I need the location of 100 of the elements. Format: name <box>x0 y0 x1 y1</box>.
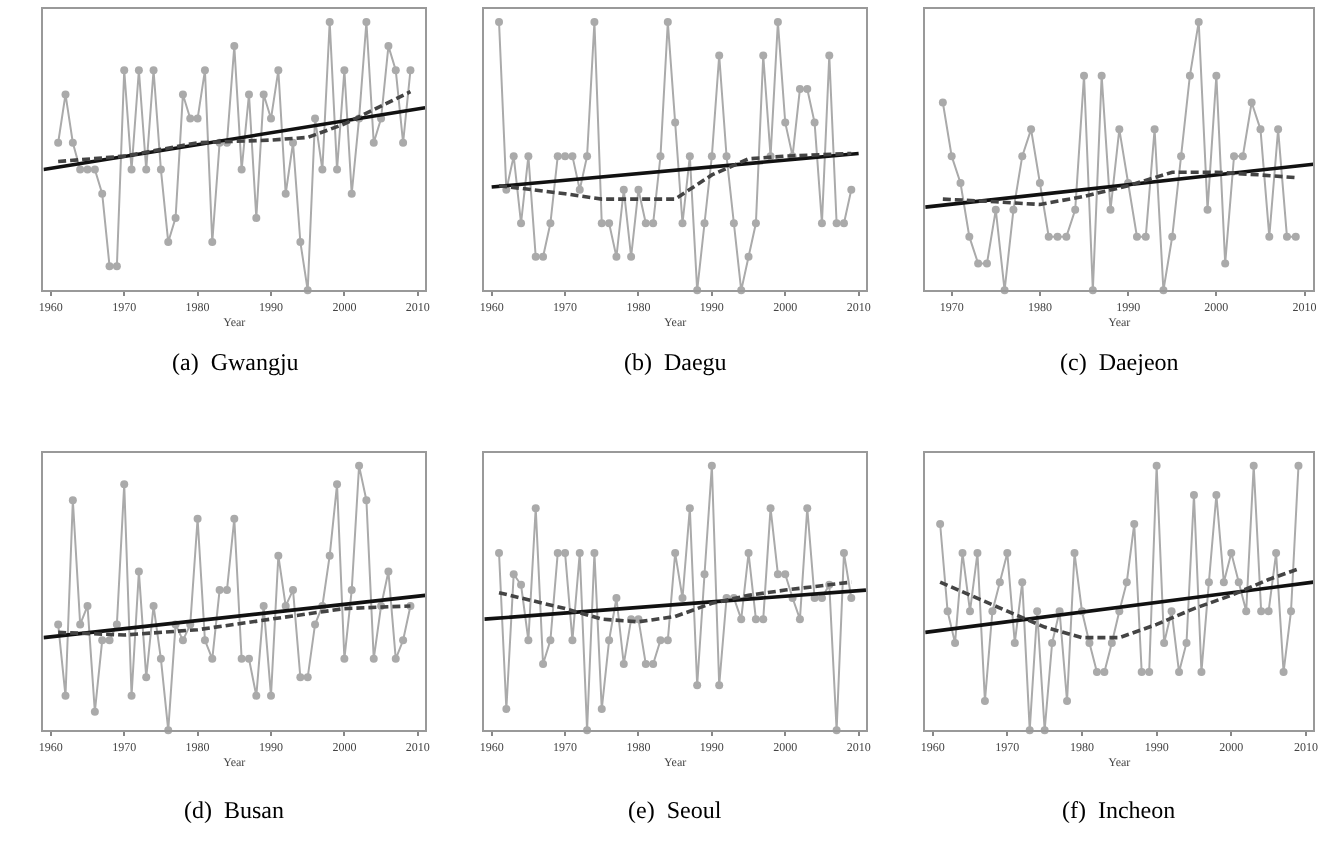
point <box>1197 668 1206 677</box>
point <box>575 185 584 194</box>
point <box>1018 578 1027 587</box>
text: (e) Seoul <box>628 796 723 824</box>
point <box>1035 179 1044 187</box>
point <box>1264 607 1273 616</box>
point <box>1168 232 1177 241</box>
point <box>781 570 790 579</box>
point <box>502 705 511 714</box>
point <box>568 152 577 161</box>
point <box>98 189 107 198</box>
point <box>671 549 680 558</box>
point <box>817 219 826 228</box>
point <box>1249 461 1258 470</box>
point <box>296 673 305 682</box>
point <box>839 549 848 558</box>
point <box>1219 578 1228 587</box>
point <box>973 549 982 558</box>
point <box>1203 205 1212 214</box>
point <box>267 114 275 123</box>
point <box>333 165 342 174</box>
point <box>546 636 555 645</box>
point <box>127 691 136 700</box>
point <box>773 570 782 579</box>
point <box>142 165 151 174</box>
point <box>744 252 753 261</box>
point <box>1272 549 1281 558</box>
point <box>1097 71 1106 80</box>
point <box>817 594 826 602</box>
point <box>333 480 342 489</box>
point <box>597 705 606 714</box>
point <box>105 262 114 271</box>
point <box>149 66 158 75</box>
point <box>1122 578 1131 587</box>
point <box>1294 461 1303 470</box>
point <box>83 165 92 174</box>
point <box>847 185 856 194</box>
point <box>369 138 378 147</box>
point <box>1212 490 1221 499</box>
point <box>715 51 724 60</box>
point <box>311 620 320 629</box>
point <box>553 152 562 161</box>
point <box>759 51 768 60</box>
point <box>991 205 1000 214</box>
point <box>1137 668 1146 677</box>
point <box>1062 232 1071 241</box>
point <box>391 66 400 75</box>
point <box>982 259 991 268</box>
point <box>495 17 504 26</box>
point <box>369 654 378 663</box>
text: (a) Gwangju <box>172 348 299 376</box>
point <box>803 504 812 513</box>
point <box>773 17 782 26</box>
point <box>715 681 724 690</box>
point <box>590 17 599 26</box>
point <box>531 252 540 261</box>
point <box>597 219 606 228</box>
point <box>311 114 320 123</box>
point <box>974 259 983 268</box>
point <box>1204 578 1213 587</box>
point <box>759 615 768 624</box>
point <box>1160 638 1169 647</box>
point <box>641 219 650 228</box>
point <box>561 152 570 161</box>
point <box>1177 152 1186 161</box>
point <box>193 114 202 123</box>
point <box>832 219 841 228</box>
text: (f) Incheon <box>1062 796 1176 824</box>
point <box>700 219 709 228</box>
point <box>517 580 526 589</box>
point <box>612 594 621 602</box>
point <box>847 594 856 602</box>
point <box>1048 638 1057 647</box>
point <box>340 66 349 75</box>
point <box>1010 638 1019 647</box>
point <box>1009 205 1018 214</box>
point <box>1194 17 1203 26</box>
point <box>1070 549 1079 558</box>
point <box>296 238 305 247</box>
point <box>303 673 312 682</box>
point <box>685 504 694 513</box>
point <box>1257 607 1266 616</box>
point <box>347 586 356 595</box>
point <box>230 42 239 51</box>
point <box>671 118 680 127</box>
point <box>399 138 408 147</box>
point <box>605 636 614 645</box>
point <box>90 707 99 716</box>
point <box>134 66 143 75</box>
point <box>766 504 775 513</box>
point <box>1071 205 1080 214</box>
point <box>936 520 945 528</box>
point <box>61 90 70 99</box>
point <box>230 514 239 523</box>
point <box>318 165 327 174</box>
point <box>1003 549 1012 558</box>
point <box>1033 607 1042 616</box>
point <box>391 654 400 663</box>
point <box>1256 125 1265 134</box>
point <box>1287 607 1296 616</box>
